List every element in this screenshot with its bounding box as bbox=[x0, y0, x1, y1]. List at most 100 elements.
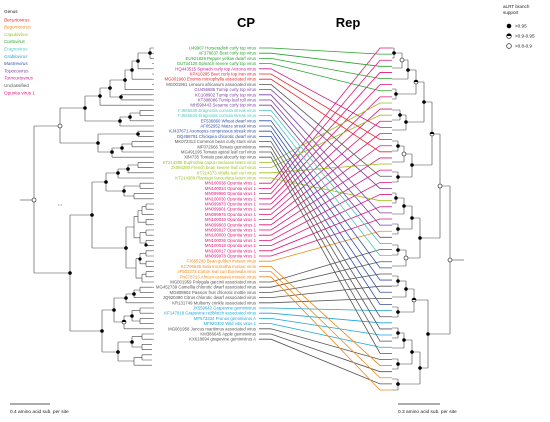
rep-scale-label: 0.3 amino acid sub. per site bbox=[398, 409, 457, 415]
tangle-line bbox=[259, 68, 392, 128]
tangle-line bbox=[259, 273, 392, 293]
genus-item: Unclassified bbox=[4, 83, 29, 88]
tangle-line bbox=[259, 125, 392, 281]
taxon-label: KT214388 Euphorbia caput-medusae latent … bbox=[163, 160, 256, 165]
taxon-label: KJ437671 Axonopus compressus streak viru… bbox=[169, 129, 256, 134]
taxon-label: FJ665283 Bean golden mosaic virus bbox=[186, 259, 256, 264]
taxon-label: KC706535 Sida micrantha mosaic virus bbox=[181, 264, 256, 269]
taxon-label: MF573334 Prunus geminivirus A bbox=[194, 316, 256, 321]
support-empty-icon bbox=[506, 43, 512, 49]
taxon-label: JQ920490 Citrus chlorotic dwarf associat… bbox=[163, 295, 256, 300]
taxon-label: JX094280 French bean severe leaf curl vi… bbox=[171, 165, 256, 170]
tangle-line bbox=[259, 58, 392, 79]
taxon-label: FJ665630 Eragrostis curvula streak virus bbox=[178, 108, 256, 113]
tangle-line bbox=[259, 156, 392, 354]
support-half-icon-fill bbox=[506, 33, 512, 36]
tangle-line bbox=[259, 141, 392, 318]
taxon-label: MG001958 Juncus maritimus associated vir… bbox=[168, 326, 256, 331]
taxon-label: KT214373 Alfalfa leaf curl virus bbox=[197, 170, 256, 175]
taxon-label: MH590443 Sesame curly top virus bbox=[190, 103, 256, 108]
tangle-line bbox=[259, 110, 392, 244]
genus-item: Opuntia virus 1 bbox=[4, 90, 35, 95]
genus-item: Mastrevirus bbox=[4, 61, 28, 66]
tangle-line bbox=[259, 108, 392, 210]
tangle-line bbox=[259, 146, 392, 330]
taxon-label: MN100033 Opuntia virus 1 bbox=[205, 217, 257, 222]
tangle-line bbox=[259, 102, 392, 163]
tangle-line bbox=[259, 266, 392, 366]
taxon-label: EU921828 Pepper yellow dwarf virus bbox=[186, 56, 256, 61]
tangle-line bbox=[259, 130, 392, 293]
tangle-line bbox=[259, 78, 392, 153]
tangle-line bbox=[259, 307, 392, 312]
genus-item: Turncurtovirus bbox=[4, 76, 34, 81]
taxon-label: MK072313 Common bean curly stunt virus bbox=[175, 139, 256, 144]
tangle-line bbox=[259, 47, 392, 55]
taxon-label: KT214389 Plantago lanceolata latent viru… bbox=[175, 176, 256, 181]
tangle-line bbox=[259, 285, 392, 298]
taxon-label: MN100000 Opuntia virus 1 bbox=[205, 233, 257, 238]
taxon-label: MG001959 Polygala garcinii associated vi… bbox=[170, 280, 256, 285]
genus-item: Curtovirus bbox=[4, 39, 26, 44]
taxon-label: MN100030 Opuntia virus 1 bbox=[205, 196, 257, 201]
taxon-label: MN100036 Opuntia virus 1 bbox=[205, 238, 257, 243]
tangle-line bbox=[259, 52, 392, 67]
tangle-line bbox=[259, 151, 392, 342]
taxon-label: MF072666 Tomato geminivirus bbox=[197, 144, 256, 149]
taxon-label: GU456685 Turnip curly top virus bbox=[194, 87, 256, 92]
taxon-label: HQ443515 Spinach curly top Arizona virus bbox=[175, 66, 256, 71]
tangle-line bbox=[259, 136, 392, 305]
cp-scale-label: 0.4 amino acid sub. per site bbox=[10, 409, 69, 415]
taxon-label: MG001960 Exomis microphylla associated v… bbox=[165, 77, 256, 82]
support-legend-item: >0.8-0.9 bbox=[515, 44, 532, 49]
tangle-line bbox=[259, 59, 392, 189]
taxon-label: GU734126 Spinach severe curly top virus bbox=[177, 61, 256, 66]
taxon-label: MG808902 Passion fruit chlorotic mottle … bbox=[170, 290, 256, 295]
support-legend-subtitle: support bbox=[503, 10, 519, 15]
cp-scale-bar: 0.4 amino acid sub. per site bbox=[10, 403, 69, 415]
tangle-lines bbox=[259, 47, 392, 391]
taxon-label: KR131749 Mulberry crinkle associated vir… bbox=[172, 300, 256, 305]
taxon-label: MN099976 Opuntia virus 1 bbox=[205, 212, 257, 217]
tangle-line bbox=[259, 318, 392, 336]
tangle-line bbox=[259, 328, 392, 360]
taxon-label: EF536860 Wheat dwarf virus bbox=[201, 118, 256, 123]
tangle-line bbox=[259, 115, 392, 257]
tangle-line bbox=[259, 120, 392, 269]
taxon-label: MN099917 Opuntia virus 1 bbox=[205, 228, 257, 233]
rep-scale-bar: 0.3 amino acid sub. per site bbox=[398, 403, 457, 415]
genus-item: Begomovirus bbox=[4, 25, 32, 30]
taxon-label: KT388086 Turnip leaf roll virus bbox=[198, 98, 256, 103]
taxon-label: MN099973 Opuntia virus 1 bbox=[205, 202, 257, 207]
tangle-line bbox=[259, 333, 392, 373]
genus-item: Eragrovirus bbox=[4, 47, 28, 52]
taxon-label: X84735 Tomato pseudocurly top virus bbox=[184, 155, 256, 160]
tangle-line bbox=[259, 177, 392, 202]
support-legend-title: aLRT branch bbox=[503, 4, 530, 9]
taxon-label: KM386645 Apple geminivirus bbox=[200, 332, 256, 337]
tangle-line bbox=[259, 89, 392, 189]
tangle-line bbox=[259, 73, 392, 141]
tangle-line bbox=[259, 120, 392, 215]
taxon-label: MN100038 Opuntia virus 1 bbox=[205, 181, 257, 186]
genus-item: Becurtovirus bbox=[4, 17, 30, 22]
taxon-label: MG452739 Camellia chlorotic dwarf associ… bbox=[156, 285, 256, 290]
taxon-label: MN100018 Opuntia virus 1 bbox=[205, 243, 257, 248]
taxon-label: MN099901 Opuntia virus 1 bbox=[205, 207, 257, 212]
tangle-line bbox=[259, 297, 392, 304]
tangle-line bbox=[259, 96, 392, 205]
support-legend-item: >0.9-0.95 bbox=[515, 34, 535, 39]
tangle-line bbox=[259, 99, 392, 226]
tangle-line bbox=[259, 104, 392, 238]
taxon-labels: U49907 Horseradish curly top virusAF3796… bbox=[152, 46, 257, 342]
taxon-label: FN678713 African cassava mosaic virus bbox=[180, 274, 256, 279]
rep-support-nodes bbox=[392, 51, 453, 386]
taxon-label: JX559642 Grapevine geminivirus bbox=[193, 306, 256, 311]
cp-support-nodes bbox=[31, 51, 152, 354]
support-full-icon bbox=[506, 23, 512, 29]
taxon-label: MG491195 Tomato apical leaf curl virus bbox=[181, 150, 256, 155]
support-legend: aLRT branch support >0.95 >0.9-0.95 >0.8… bbox=[503, 4, 535, 49]
taxon-label: KX618694 grapevine geminivirus A bbox=[189, 337, 256, 342]
